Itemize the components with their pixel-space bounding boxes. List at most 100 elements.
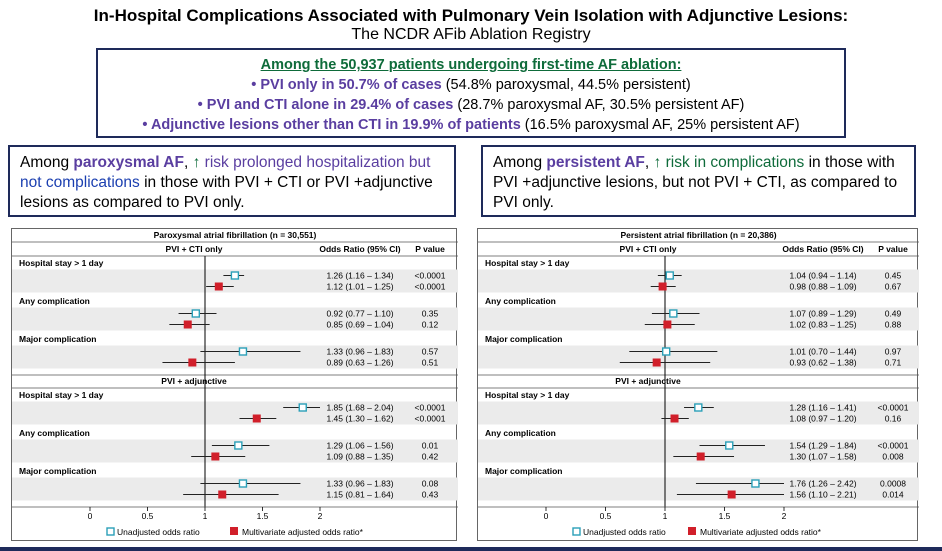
summary-line: • PVI only in 50.7% of cases (54.8% paro… — [98, 75, 844, 95]
p-value: <0.0001 — [878, 441, 909, 451]
odds-ratio-value: 1.08 (0.97 – 1.20) — [789, 414, 856, 424]
forest-title: Paroxysmal atrial fibrillation (n = 30,5… — [154, 230, 317, 240]
axis-tick-label: 0 — [544, 511, 549, 521]
p-value: <0.0001 — [415, 271, 446, 281]
p-value: 0.45 — [885, 271, 902, 281]
unadjusted-marker — [234, 441, 243, 450]
row-shading — [12, 439, 458, 463]
axis-tick-label: 2 — [318, 511, 323, 521]
p-value: 0.12 — [422, 320, 439, 330]
odds-ratio-value: 0.98 (0.88 – 1.09) — [789, 282, 856, 292]
unadjusted-marker — [238, 347, 248, 356]
row-shading — [478, 269, 919, 293]
callout-highlight: risk in complications — [661, 154, 805, 171]
p-value: 0.57 — [422, 347, 439, 357]
odds-ratio-value: 0.92 (0.77 – 1.10) — [326, 309, 393, 319]
legend-adjusted-swatch — [230, 527, 238, 535]
odds-ratio-value: 0.89 (0.63 – 1.26) — [326, 358, 393, 368]
adjusted-marker — [252, 414, 261, 423]
odds-ratio-header: Odds Ratio (95% CI) — [319, 244, 400, 254]
unadjusted-marker — [665, 271, 674, 280]
up-arrow-icon: ↑ — [653, 154, 662, 171]
summary-line-rest: (28.7% paroxysmal AF, 30.5% persistent A… — [453, 97, 745, 113]
page-subtitle: The NCDR AFib Ablation Registry — [351, 26, 591, 43]
unadjusted-marker — [661, 347, 671, 356]
odds-ratio-value: 1.02 (0.83 – 1.25) — [789, 320, 856, 330]
adjusted-marker — [658, 282, 667, 291]
adjusted-marker — [652, 358, 661, 367]
row-shading — [478, 439, 919, 463]
adjusted-marker — [188, 358, 197, 367]
summary-line-strong: PVI and CTI alone in 29.4% of cases — [206, 97, 454, 113]
adjusted-marker — [211, 452, 220, 461]
p-value: 0.35 — [422, 309, 439, 319]
odds-ratio-value: 1.29 (1.06 – 1.56) — [326, 441, 393, 451]
summary-line-strong: Adjunctive lesions other than CTI in 19.… — [150, 117, 521, 133]
legend-unadjusted-label: Unadjusted odds ratio — [583, 527, 666, 537]
unadjusted-marker — [669, 309, 678, 318]
p-value: 0.88 — [885, 320, 902, 330]
odds-ratio-value: 1.28 (1.16 – 1.41) — [789, 403, 856, 413]
forest-title: Persistent atrial fibrillation (n = 20,3… — [620, 230, 776, 240]
summary-line-strong: PVI only in 50.7% of cases — [260, 77, 442, 93]
odds-ratio-value: 1.15 (0.81 – 1.64) — [326, 490, 393, 500]
odds-ratio-value: 1.85 (1.68 – 2.04) — [326, 403, 393, 413]
legend-adjusted-label: Multivariate adjusted odds ratio* — [242, 527, 364, 537]
bullet-icon: • — [251, 77, 257, 93]
callout-text: , — [644, 154, 654, 171]
p-value: 0.42 — [422, 452, 439, 462]
summary-line-rest: (54.8% paroxysmal, 44.5% persistent) — [441, 77, 691, 93]
summary-box: Among the 50,937 patients undergoing fir… — [96, 48, 846, 138]
axis-tick-label: 1 — [663, 511, 668, 521]
axis-tick-label: 1 — [203, 511, 208, 521]
odds-ratio-value: 0.93 (0.62 – 1.38) — [789, 358, 856, 368]
row-shading — [478, 477, 919, 501]
odds-ratio-value: 1.76 (1.26 – 2.42) — [789, 479, 856, 489]
p-value: 0.71 — [885, 358, 902, 368]
p-value: 0.67 — [885, 282, 902, 292]
page-title: In-Hospital Complications Associated wit… — [93, 6, 849, 25]
bottom-border — [0, 547, 942, 551]
odds-ratio-value: 1.45 (1.30 – 1.62) — [326, 414, 393, 424]
p-value: <0.0001 — [878, 403, 909, 413]
odds-ratio-value: 1.04 (0.94 – 1.14) — [789, 271, 856, 281]
persistent-callout: Among persistent AF, ↑ risk in complicat… — [481, 145, 916, 217]
group-label: Major complication — [485, 334, 562, 344]
p-value: 0.51 — [422, 358, 439, 368]
group-label: Hospital stay > 1 day — [19, 258, 104, 268]
p-value: 0.43 — [422, 490, 439, 500]
persistent-forest-plot: Persistent atrial fibrillation (n = 20,3… — [478, 230, 919, 537]
p-value: <0.0001 — [415, 414, 446, 424]
group-label: Any complication — [485, 296, 556, 306]
row-shading — [12, 401, 458, 425]
p-value: <0.0001 — [415, 282, 446, 292]
p-value: 0.01 — [422, 441, 439, 451]
section-label: PVI + adjunctive — [615, 376, 681, 386]
axis-tick-label: 1.5 — [257, 511, 269, 521]
unadjusted-marker — [191, 309, 201, 318]
adjusted-marker — [183, 320, 192, 329]
axis-tick-label: 0.5 — [142, 511, 154, 521]
row-shading — [478, 345, 919, 369]
group-label: Hospital stay > 1 day — [485, 390, 570, 400]
unadjusted-marker — [230, 271, 240, 280]
p-value: 0.97 — [885, 347, 902, 357]
unadjusted-marker — [725, 441, 734, 450]
adjusted-marker — [663, 320, 672, 329]
group-label: Major complication — [485, 466, 562, 476]
paroxysmal-callout: Among paroxysmal AF, ↑ risk prolonged ho… — [8, 145, 456, 217]
callout-text: Among — [20, 154, 74, 171]
axis-tick-label: 1.5 — [719, 511, 731, 521]
row-shading — [478, 401, 919, 425]
legend-unadjusted-swatch — [106, 527, 115, 536]
callout-highlight: paroxysmal AF — [73, 154, 184, 171]
persistent-forest-panel: Persistent atrial fibrillation (n = 20,3… — [477, 228, 919, 541]
unadjusted-marker — [298, 403, 307, 412]
summary-line-rest: (16.5% paroxysmal AF, 25% persistent AF) — [520, 117, 800, 133]
row-shading — [478, 307, 919, 331]
row-shading — [12, 269, 458, 293]
odds-ratio-value: 1.26 (1.16 – 1.34) — [326, 271, 393, 281]
p-value: 0.08 — [422, 479, 439, 489]
group-label: Hospital stay > 1 day — [485, 258, 570, 268]
adjusted-marker — [727, 490, 736, 499]
